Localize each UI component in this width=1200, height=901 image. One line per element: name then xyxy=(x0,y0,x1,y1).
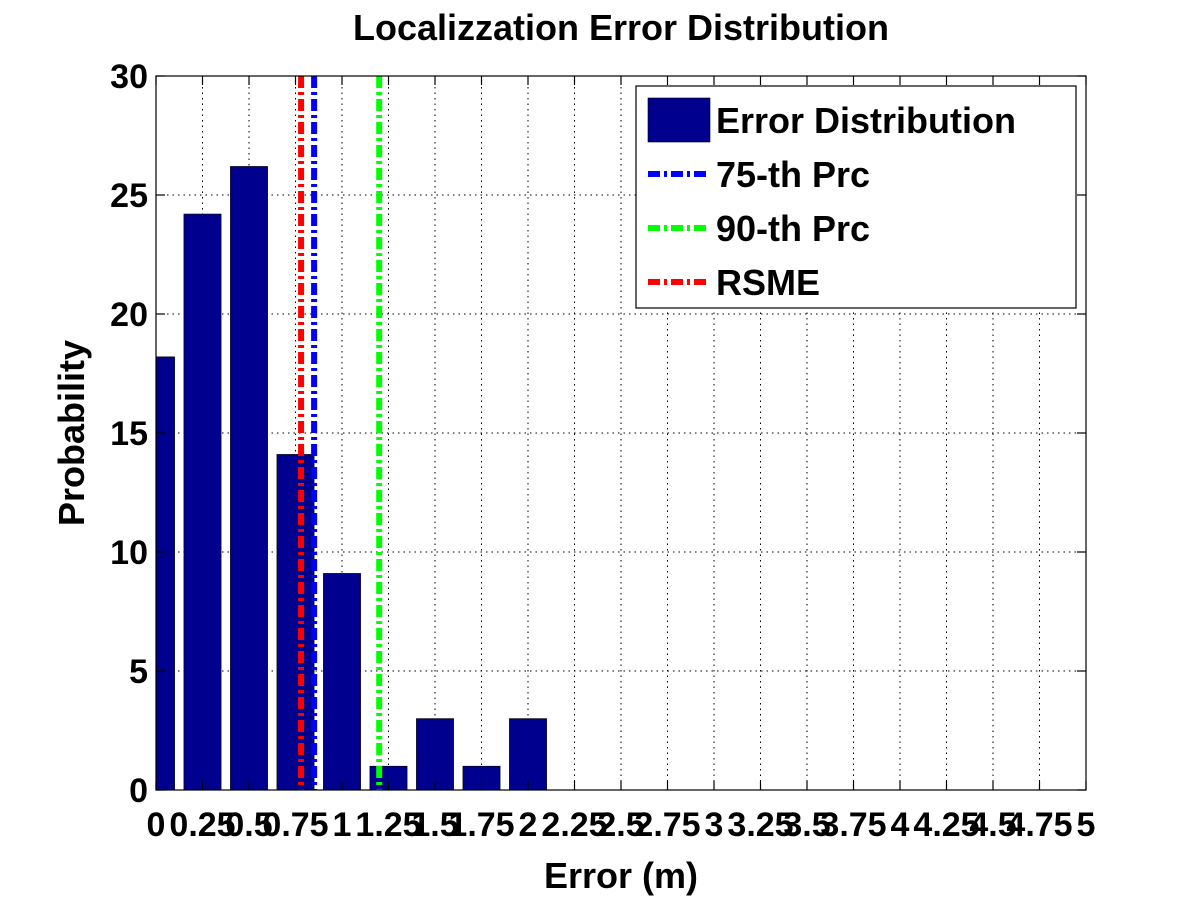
x-axis-title: Error (m) xyxy=(544,855,698,896)
x-tick-label: 1.25 xyxy=(355,806,421,844)
x-tick-label: 2.5 xyxy=(597,806,644,844)
legend-label: RSME xyxy=(716,262,820,303)
x-tick-label: 3.5 xyxy=(783,806,830,844)
bar xyxy=(323,573,361,790)
x-tick-label: 3.25 xyxy=(727,806,793,844)
x-tick-label: 2 xyxy=(519,806,538,844)
bar xyxy=(462,765,501,790)
axis-ticks xyxy=(155,75,1087,791)
y-tick-label: 25 xyxy=(110,177,148,215)
y-tick-label: 0 xyxy=(129,772,148,810)
bar xyxy=(509,718,547,790)
x-tick-label: 2.75 xyxy=(634,806,700,844)
y-tick-label: 15 xyxy=(110,415,148,453)
bar xyxy=(156,356,175,790)
bar xyxy=(183,213,222,790)
reference-lines xyxy=(298,76,383,790)
x-tick-label: 0.5 xyxy=(225,806,272,844)
x-tick-label: 3 xyxy=(705,806,724,844)
y-tick-label: 10 xyxy=(110,534,148,572)
y-tick-labels: 0 5 10 15 20 25 30 xyxy=(110,58,148,810)
x-tick-label: 4.75 xyxy=(1006,806,1072,844)
chart-title: Localizzation Error Distribution xyxy=(353,7,889,48)
x-tick-label: 1 xyxy=(333,806,352,844)
x-tick-labels: 0 0.250.50.75 1 1.251.51.75 2 2.252.52.75 3 3.2… xyxy=(147,806,1096,844)
bars xyxy=(156,166,547,790)
y-tick-label: 30 xyxy=(110,58,148,96)
x-tick-label: 4.25 xyxy=(913,806,979,844)
x-tick-label: 4 xyxy=(891,806,910,844)
x-tick-label: 1.75 xyxy=(448,806,514,844)
legend-label: 75-th Prc xyxy=(716,154,870,195)
x-tick-label: 0.75 xyxy=(262,806,328,844)
legend: Error Distribution 75-th Prc 90-th Prc RSME xyxy=(635,85,1077,309)
y-tick-label: 5 xyxy=(129,653,148,691)
x-tick-label: 2.25 xyxy=(541,806,607,844)
x-tick-label: 3.75 xyxy=(820,806,886,844)
bar xyxy=(416,718,454,790)
legend-label: 90-th Prc xyxy=(716,208,870,249)
x-tick-label: 0.25 xyxy=(169,806,235,844)
x-tick-label: 4.5 xyxy=(969,806,1016,844)
x-tick-label: 5 xyxy=(1077,806,1096,844)
bar xyxy=(230,166,268,790)
x-tick-label: 0 xyxy=(147,806,166,844)
legend-swatch-bars xyxy=(647,97,711,143)
legend-label: Error Distribution xyxy=(716,100,1016,141)
y-tick-label: 20 xyxy=(110,296,148,334)
y-axis-title: Probability xyxy=(51,340,92,526)
bar xyxy=(276,454,315,790)
x-tick-label: 1.5 xyxy=(411,806,458,844)
